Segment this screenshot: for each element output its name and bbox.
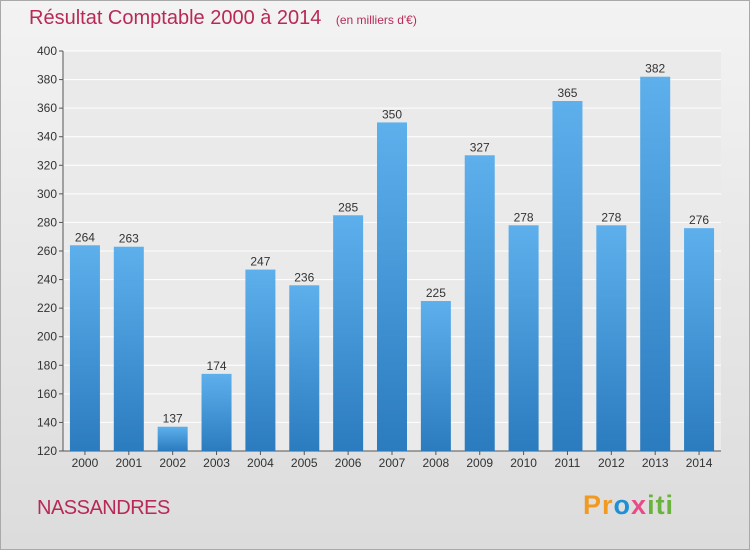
y-tick-label: 380 [37,73,57,87]
data-label-2009: 327 [470,140,490,154]
bar-2001 [113,246,144,451]
bar-2013 [640,76,671,451]
x-tick-label-2003: 2003 [203,456,230,470]
bar-2009 [464,155,495,452]
bar-2011 [552,101,583,451]
data-label-2010: 278 [514,210,534,224]
chart-title-main: Résultat Comptable 2000 à 2014 [29,7,322,29]
data-label-2008: 225 [426,286,446,300]
x-tick-label-2013: 2013 [642,456,669,470]
x-tick-label-2002: 2002 [159,456,186,470]
logo-part-3: x [631,490,648,520]
bar-2007 [377,122,407,451]
x-tick-label-2010: 2010 [510,456,537,470]
x-tick-label-2004: 2004 [247,456,274,470]
y-tick-label: 180 [37,358,57,372]
chart-title-unit: (en milliers d'€) [335,13,417,27]
data-label-2003: 174 [207,359,227,373]
x-tick-label-2001: 2001 [115,456,142,470]
y-tick-label: 400 [37,44,57,58]
data-label-2004: 247 [250,255,270,269]
bar-2002 [157,426,188,451]
x-tick-label-2011: 2011 [555,456,581,470]
y-tick-label: 160 [37,387,57,401]
commune-name: NASSANDRES [37,497,170,519]
x-tick-label-2006: 2006 [335,456,362,470]
y-tick-label: 260 [37,244,57,258]
y-tick-label: 280 [37,215,57,229]
data-label-2014: 276 [689,213,709,227]
y-tick-label: 140 [37,415,57,429]
x-tick-label-2014: 2014 [686,456,713,470]
x-tick-label-2007: 2007 [379,456,406,470]
logo-part-2: o [613,490,632,520]
x-tick-label-2005: 2005 [291,456,318,470]
y-tick-label: 300 [37,187,57,201]
data-label-2000: 264 [75,230,95,244]
logo-part-1: Pr [583,490,614,520]
bar-2014 [684,228,715,451]
y-tick-label: 360 [37,101,57,115]
y-tick-label: 120 [37,444,57,458]
bar-2005 [289,285,320,451]
data-label-2013: 382 [645,62,665,76]
y-tick-label: 240 [37,273,57,287]
bar-2006 [333,215,364,451]
bar-2008 [420,301,451,451]
bar-2012 [596,225,627,451]
data-label-2002: 137 [163,412,183,426]
data-label-2001: 263 [119,232,139,246]
x-tick-label-2000: 2000 [72,456,99,470]
bar-2003 [201,373,232,451]
data-label-2012: 278 [601,210,621,224]
x-tick-label-2012: 2012 [598,456,625,470]
y-tick-label: 200 [37,330,57,344]
data-label-2006: 285 [338,200,358,214]
data-label-2005: 236 [294,270,314,284]
data-label-2011: 365 [557,86,577,100]
y-tick-label: 320 [37,158,57,172]
x-tick-label-2009: 2009 [466,456,493,470]
bar-2004 [245,269,276,451]
data-label-2007: 350 [382,107,402,121]
proxiti-logo: Proxiti [583,490,674,521]
logo-part-4: iti [647,490,675,520]
y-tick-label: 340 [37,130,57,144]
bar-2000 [69,245,100,451]
x-tick-label-2008: 2008 [423,456,450,470]
bar-2010 [508,225,539,451]
chart-title: Résultat Comptable 2000 à 2014 (en milli… [29,7,417,30]
y-tick-label: 220 [37,301,57,315]
